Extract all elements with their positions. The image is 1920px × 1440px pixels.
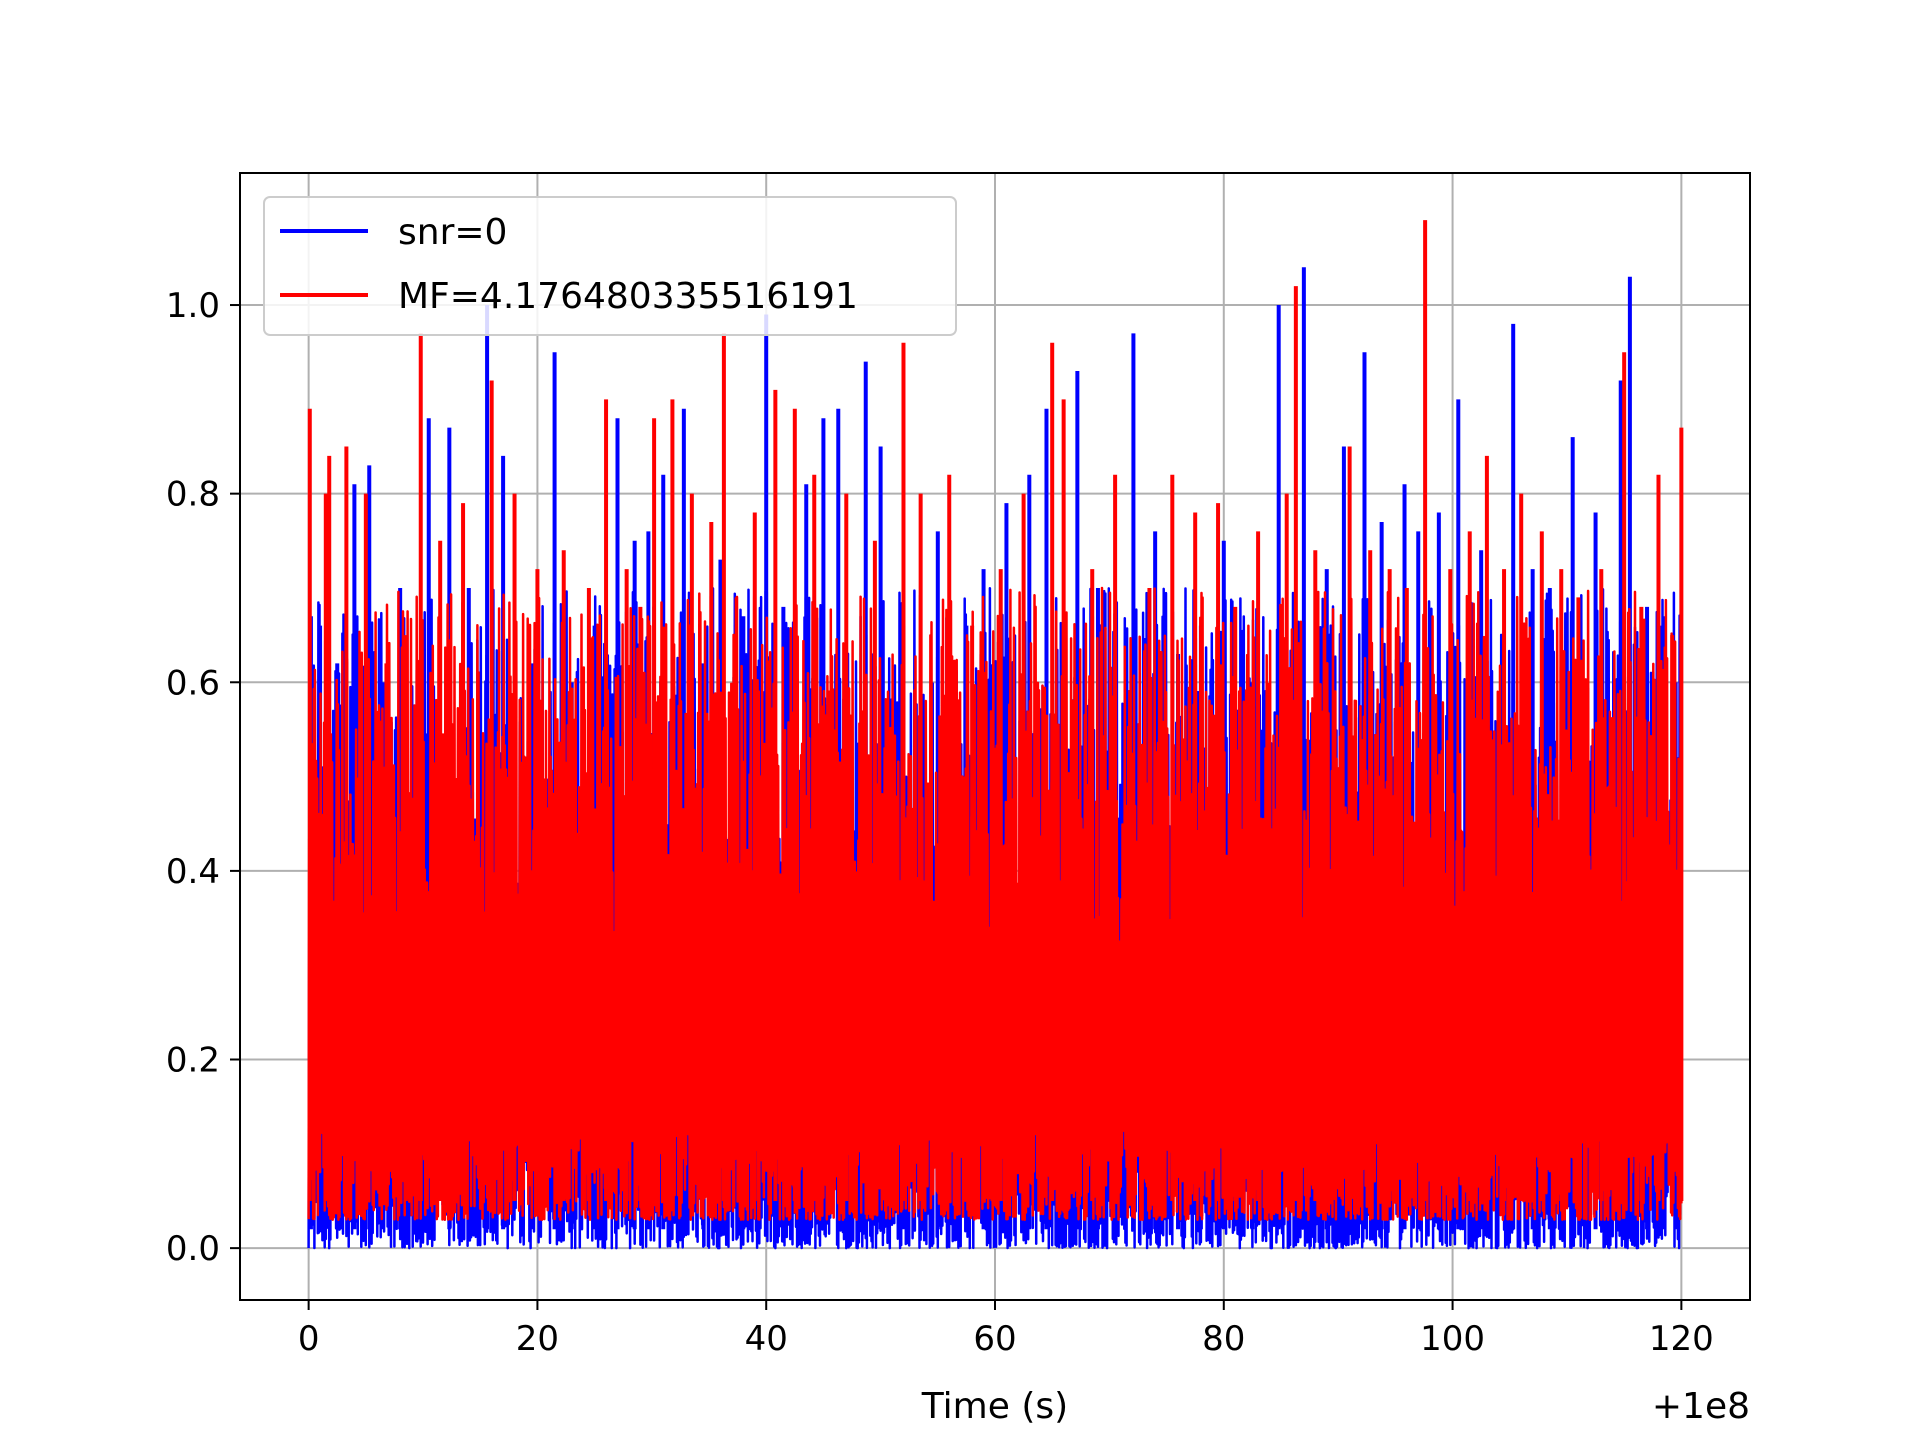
y-tick-label: 0.6 — [166, 663, 220, 703]
x-tick-label: 100 — [1420, 1319, 1485, 1359]
x-axis-label: Time (s) — [921, 1386, 1068, 1427]
y-tick-label: 1.0 — [166, 286, 220, 326]
legend: snr=0 MF=4.176480335516191 — [263, 196, 957, 336]
plot-area — [239, 172, 1751, 1301]
x-tick-label: 20 — [516, 1319, 559, 1359]
x-tick-label: 0 — [298, 1319, 320, 1359]
y-tick-label: 0.8 — [166, 475, 220, 515]
legend-label-snr: snr=0 — [398, 212, 507, 253]
series-line-mf — [307, 586, 1683, 1222]
x-tick-label: 120 — [1649, 1319, 1714, 1359]
y-tick-label: 0.2 — [166, 1041, 220, 1081]
legend-box — [263, 196, 957, 336]
y-tick-label: 0.4 — [166, 852, 220, 892]
x-tick-label: 80 — [1202, 1319, 1245, 1359]
series-layer — [307, 220, 1684, 1250]
y-tick-label: 0.0 — [166, 1229, 220, 1269]
x-tick-label: 60 — [973, 1319, 1016, 1359]
x-axis-offset-label: +1e8 — [1652, 1386, 1750, 1427]
legend-label-mf: MF=4.176480335516191 — [398, 276, 858, 317]
y-axis: 0.0 0.2 0.4 0.6 0.8 1.0 — [166, 286, 240, 1269]
x-axis: 0 20 40 60 80 100 120 — [298, 1300, 1714, 1359]
x-tick-label: 40 — [745, 1319, 788, 1359]
